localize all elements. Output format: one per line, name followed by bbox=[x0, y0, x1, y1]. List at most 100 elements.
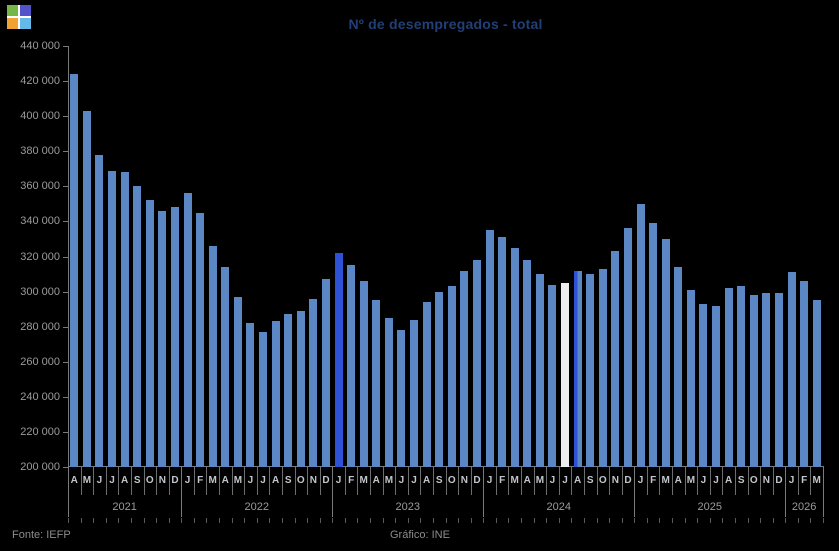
axis-bottom-tick bbox=[382, 518, 384, 523]
month-label: S bbox=[586, 475, 594, 486]
bar-2021-8[interactable] bbox=[158, 210, 167, 467]
bar-2022-10[interactable] bbox=[296, 310, 305, 467]
month-separator bbox=[206, 467, 208, 495]
bar-2024-2[interactable] bbox=[498, 237, 507, 467]
bar-2023-11[interactable] bbox=[460, 270, 469, 467]
bar-2021-1[interactable] bbox=[70, 74, 79, 467]
bar-2023-4[interactable] bbox=[372, 300, 381, 467]
month-separator bbox=[445, 467, 447, 495]
axis-bottom-tick bbox=[206, 518, 208, 523]
bar-2023-9[interactable] bbox=[435, 291, 444, 467]
bar-2025-8[interactable] bbox=[724, 288, 733, 467]
bar-2023-8[interactable] bbox=[422, 302, 431, 467]
bar-2022-2[interactable] bbox=[196, 212, 205, 467]
month-separator bbox=[281, 467, 283, 495]
bar-2024-8[interactable] bbox=[573, 270, 582, 467]
bar-2025-9[interactable] bbox=[737, 286, 746, 467]
y-axis-tick bbox=[63, 221, 68, 223]
bar-2021-4[interactable] bbox=[108, 170, 117, 467]
axis-bottom-tick bbox=[697, 518, 699, 523]
month-separator bbox=[470, 467, 472, 495]
bar-2023-12[interactable] bbox=[472, 260, 481, 467]
axis-bottom-tick bbox=[432, 518, 434, 523]
year-separator bbox=[823, 467, 824, 517]
axis-bottom-tick bbox=[357, 518, 359, 523]
year-label-2025: 2025 bbox=[697, 501, 722, 513]
bar-2023-5[interactable] bbox=[384, 317, 393, 467]
bar-2022-5[interactable] bbox=[233, 296, 242, 467]
axis-bottom-tick bbox=[244, 518, 246, 523]
month-label: A bbox=[523, 475, 531, 486]
bar-2022-4[interactable] bbox=[221, 267, 230, 467]
month-separator bbox=[596, 467, 598, 495]
bar-2025-11[interactable] bbox=[762, 293, 771, 467]
year-separator bbox=[181, 467, 183, 517]
month-label: M bbox=[384, 475, 394, 486]
bar-2024-9[interactable] bbox=[586, 274, 595, 467]
bar-2024-7[interactable] bbox=[561, 282, 570, 467]
month-label: N bbox=[158, 475, 166, 486]
y-axis-tick-label: 240 000 bbox=[20, 390, 60, 403]
bar-2023-7[interactable] bbox=[410, 319, 419, 467]
month-separator bbox=[370, 467, 371, 495]
bar-2023-10[interactable] bbox=[447, 286, 456, 467]
bar-2024-4[interactable] bbox=[523, 260, 532, 467]
month-label: F bbox=[801, 475, 808, 486]
bar-2022-11[interactable] bbox=[309, 298, 318, 467]
bar-2021-7[interactable] bbox=[145, 200, 154, 467]
bar-2022-9[interactable] bbox=[284, 314, 293, 467]
month-label: S bbox=[133, 475, 141, 486]
y-axis-tick-label: 300 000 bbox=[20, 285, 60, 298]
bar-2024-3[interactable] bbox=[510, 247, 519, 467]
y-axis-tick bbox=[63, 46, 68, 47]
bar-2024-10[interactable] bbox=[598, 268, 607, 467]
month-label: J bbox=[398, 475, 405, 486]
bar-2025-10[interactable] bbox=[749, 295, 758, 467]
bar-2022-12[interactable] bbox=[321, 279, 330, 467]
month-label: A bbox=[221, 475, 229, 486]
bar-2025-3[interactable] bbox=[661, 238, 670, 467]
bar-2025-12[interactable] bbox=[774, 293, 783, 467]
bar-2021-2[interactable] bbox=[82, 110, 91, 467]
month-label: J bbox=[562, 475, 568, 486]
bar-2025-1[interactable] bbox=[636, 203, 645, 467]
year-label-2023: 2023 bbox=[395, 501, 420, 513]
bar-2022-7[interactable] bbox=[259, 331, 268, 467]
axis-bottom-tick bbox=[810, 518, 812, 523]
bar-2022-3[interactable] bbox=[208, 245, 217, 467]
bar-2025-2[interactable] bbox=[649, 223, 658, 467]
axis-bottom-tick bbox=[558, 518, 560, 523]
bar-2024-12[interactable] bbox=[623, 228, 632, 467]
bar-2021-9[interactable] bbox=[170, 207, 179, 467]
bar-2026-3[interactable] bbox=[812, 300, 821, 467]
bar-2024-1[interactable] bbox=[485, 230, 494, 467]
bar-2025-5[interactable] bbox=[686, 289, 695, 467]
bar-2021-3[interactable] bbox=[95, 154, 104, 467]
four-square-logo bbox=[7, 5, 31, 29]
chart-title: Nº de desempregados - total bbox=[348, 16, 543, 32]
bar-2023-2[interactable] bbox=[347, 265, 356, 467]
bar-2023-3[interactable] bbox=[359, 281, 368, 467]
bar-2022-1[interactable] bbox=[183, 193, 192, 467]
bar-2021-6[interactable] bbox=[133, 186, 142, 467]
bar-2024-5[interactable] bbox=[535, 274, 544, 467]
month-label: D bbox=[473, 475, 481, 486]
y-axis-tick-label: 280 000 bbox=[20, 320, 60, 333]
bar-2023-1[interactable] bbox=[334, 252, 343, 467]
bar-2024-11[interactable] bbox=[611, 251, 620, 467]
bar-2021-5[interactable] bbox=[120, 172, 129, 467]
bar-2026-2[interactable] bbox=[800, 281, 809, 467]
year-separator bbox=[68, 467, 69, 517]
bar-2025-7[interactable] bbox=[712, 305, 721, 467]
bar-2024-6[interactable] bbox=[548, 284, 557, 467]
bar-2022-6[interactable] bbox=[246, 323, 255, 467]
bar-2025-4[interactable] bbox=[674, 267, 683, 467]
bar-2023-6[interactable] bbox=[397, 330, 406, 467]
bar-2025-6[interactable] bbox=[699, 303, 708, 467]
bar-2026-1[interactable] bbox=[787, 272, 796, 467]
y-axis-tick bbox=[63, 291, 68, 293]
bar-2022-8[interactable] bbox=[271, 321, 280, 467]
axis-bottom-tick bbox=[269, 518, 271, 523]
y-axis-tick bbox=[63, 151, 68, 153]
